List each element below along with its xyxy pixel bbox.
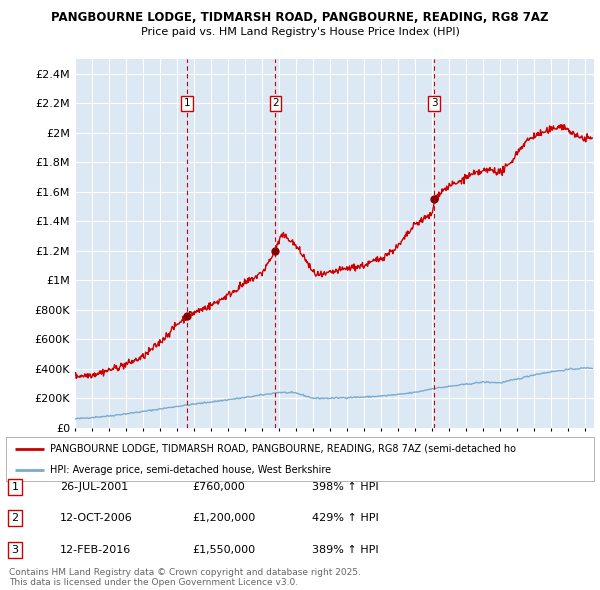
Text: HPI: Average price, semi-detached house, West Berkshire: HPI: Average price, semi-detached house,… [50, 465, 331, 475]
Text: 3: 3 [11, 545, 19, 555]
Text: £1,550,000: £1,550,000 [192, 545, 255, 555]
Text: 429% ↑ HPI: 429% ↑ HPI [312, 513, 379, 523]
Text: 12-OCT-2006: 12-OCT-2006 [60, 513, 133, 523]
Text: £760,000: £760,000 [192, 482, 245, 491]
Text: 1: 1 [184, 99, 190, 108]
Text: 12-FEB-2016: 12-FEB-2016 [60, 545, 131, 555]
Text: Contains HM Land Registry data © Crown copyright and database right 2025.
This d: Contains HM Land Registry data © Crown c… [9, 568, 361, 587]
Text: 389% ↑ HPI: 389% ↑ HPI [312, 545, 379, 555]
Text: PANGBOURNE LODGE, TIDMARSH ROAD, PANGBOURNE, READING, RG8 7AZ (semi-detached ho: PANGBOURNE LODGE, TIDMARSH ROAD, PANGBOU… [50, 444, 516, 454]
Text: PANGBOURNE LODGE, TIDMARSH ROAD, PANGBOURNE, READING, RG8 7AZ: PANGBOURNE LODGE, TIDMARSH ROAD, PANGBOU… [51, 11, 549, 24]
Text: £1,200,000: £1,200,000 [192, 513, 255, 523]
Text: 1: 1 [11, 482, 19, 491]
Text: 2: 2 [11, 513, 19, 523]
Text: 26-JUL-2001: 26-JUL-2001 [60, 482, 128, 491]
Text: 2: 2 [272, 99, 279, 108]
Text: Price paid vs. HM Land Registry's House Price Index (HPI): Price paid vs. HM Land Registry's House … [140, 27, 460, 37]
Text: 3: 3 [431, 99, 437, 108]
Text: 398% ↑ HPI: 398% ↑ HPI [312, 482, 379, 491]
